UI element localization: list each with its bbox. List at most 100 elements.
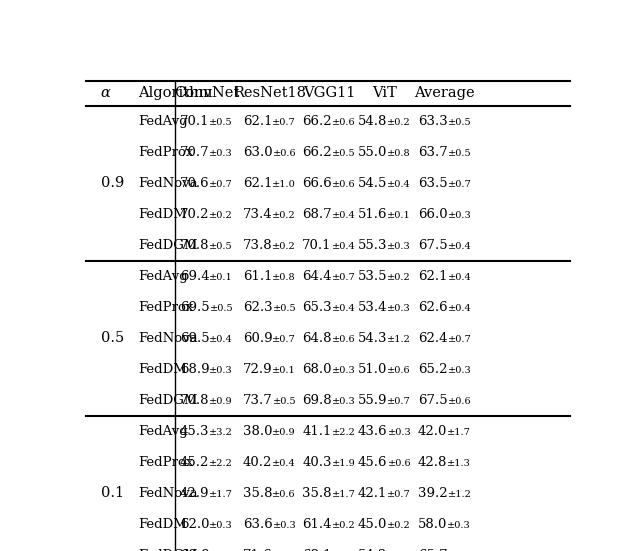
Text: 53.5: 53.5 [358,270,387,283]
Text: ±0.4: ±0.4 [387,180,411,189]
Text: 61.4: 61.4 [302,517,332,531]
Text: 62.1: 62.1 [418,270,447,283]
Text: 64.8: 64.8 [303,332,332,345]
Text: ±0.1: ±0.1 [387,211,411,220]
Text: 63.6: 63.6 [243,517,273,531]
Text: 42.8: 42.8 [418,456,447,469]
Text: 64.4: 64.4 [302,270,332,283]
Text: ±0.9: ±0.9 [273,428,296,437]
Text: ±0.7: ±0.7 [447,335,471,344]
Text: FedNova: FedNova [138,487,198,500]
Text: ±0.6: ±0.6 [332,335,356,344]
Text: 66.6: 66.6 [302,177,332,190]
Text: 51.6: 51.6 [358,208,387,221]
Text: ±1.9: ±1.9 [332,459,356,468]
Text: FedProx: FedProx [138,456,194,469]
Text: 68.9: 68.9 [180,363,209,376]
Text: ±0.4: ±0.4 [209,335,233,344]
Text: ±0.5: ±0.5 [273,397,296,406]
Text: ±0.3: ±0.3 [387,304,411,313]
Text: 45.3: 45.3 [180,425,209,437]
Text: ±0.4: ±0.4 [447,273,471,282]
Text: ±1.7: ±1.7 [332,490,356,499]
Text: 62.6: 62.6 [418,301,447,314]
Text: ±0.6: ±0.6 [387,366,411,375]
Text: ViT: ViT [372,87,397,100]
Text: ±0.8: ±0.8 [273,273,296,282]
Text: ±0.2: ±0.2 [273,242,296,251]
Text: ±0.4: ±0.4 [332,304,356,313]
Text: ±0.5: ±0.5 [332,149,356,158]
Text: ±0.2: ±0.2 [209,211,233,220]
Text: ConvNet: ConvNet [174,87,239,100]
Text: FedNova: FedNova [138,177,198,190]
Text: 73.7: 73.7 [243,394,273,407]
Text: FedAvg: FedAvg [138,115,188,128]
Text: 41.1: 41.1 [302,425,332,437]
Text: ±1.3: ±1.3 [447,459,471,468]
Text: 67.5: 67.5 [418,239,447,252]
Text: 0.9: 0.9 [101,176,124,191]
Text: 70.8: 70.8 [180,394,209,407]
Text: ±0.3: ±0.3 [209,521,233,530]
Text: ±0.3: ±0.3 [447,211,471,220]
Text: 63.7: 63.7 [418,146,447,159]
Text: 45.0: 45.0 [358,517,387,531]
Text: FedNova: FedNova [138,332,198,345]
Text: ±0.3: ±0.3 [332,397,356,406]
Text: 0.5: 0.5 [101,331,124,345]
Text: 43.6: 43.6 [358,425,387,437]
Text: Algorithm: Algorithm [138,87,213,100]
Text: ±0.6: ±0.6 [332,118,356,127]
Text: 62.3: 62.3 [243,301,273,314]
Text: ±0.7: ±0.7 [447,180,471,189]
Text: ±0.7: ±0.7 [209,180,233,189]
Text: 35.8: 35.8 [243,487,273,500]
Text: 62.1: 62.1 [243,115,273,128]
Text: ±3.2: ±3.2 [209,428,233,437]
Text: ±0.5: ±0.5 [273,304,296,313]
Text: 42.1: 42.1 [358,487,387,500]
Text: 65.7: 65.7 [418,549,447,551]
Text: 54.8: 54.8 [358,115,387,128]
Text: FedAvg: FedAvg [138,270,188,283]
Text: 68.0: 68.0 [302,363,332,376]
Text: 53.4: 53.4 [358,301,387,314]
Text: 45.2: 45.2 [180,456,209,469]
Text: 68.9: 68.9 [180,549,209,551]
Text: 62.4: 62.4 [418,332,447,345]
Text: 55.9: 55.9 [358,394,387,407]
Text: ±0.3: ±0.3 [332,366,356,375]
Text: ±1.2: ±1.2 [447,490,471,499]
Text: 45.6: 45.6 [358,456,387,469]
Text: ±0.3: ±0.3 [447,366,471,375]
Text: 72.9: 72.9 [243,363,273,376]
Text: Average: Average [414,87,475,100]
Text: ±2.2: ±2.2 [332,428,356,437]
Text: ±0.3: ±0.3 [387,428,412,437]
Text: FedDM: FedDM [138,363,188,376]
Text: 69.5: 69.5 [180,301,209,314]
Text: ±0.4: ±0.4 [332,211,356,220]
Text: 54.3: 54.3 [358,332,387,345]
Text: 0.1: 0.1 [101,486,124,500]
Text: 42.9: 42.9 [180,487,209,500]
Text: ±0.4: ±0.4 [332,242,356,251]
Text: α: α [101,87,111,100]
Text: ±0.3: ±0.3 [387,242,411,251]
Text: 39.2: 39.2 [418,487,447,500]
Text: 70.1: 70.1 [302,239,332,252]
Text: ±0.9: ±0.9 [209,397,233,406]
Text: 55.3: 55.3 [358,239,387,252]
Text: 65.3: 65.3 [302,301,332,314]
Text: ±1.0: ±1.0 [273,180,296,189]
Text: ±0.7: ±0.7 [332,273,356,282]
Text: 35.8: 35.8 [302,487,332,500]
Text: ±1.2: ±1.2 [387,335,412,344]
Text: VGG11: VGG11 [303,87,355,100]
Text: ±0.4: ±0.4 [447,304,471,313]
Text: ±0.6: ±0.6 [273,490,296,499]
Text: FedDM: FedDM [138,517,188,531]
Text: ±2.2: ±2.2 [209,459,233,468]
Text: FedDM: FedDM [138,208,188,221]
